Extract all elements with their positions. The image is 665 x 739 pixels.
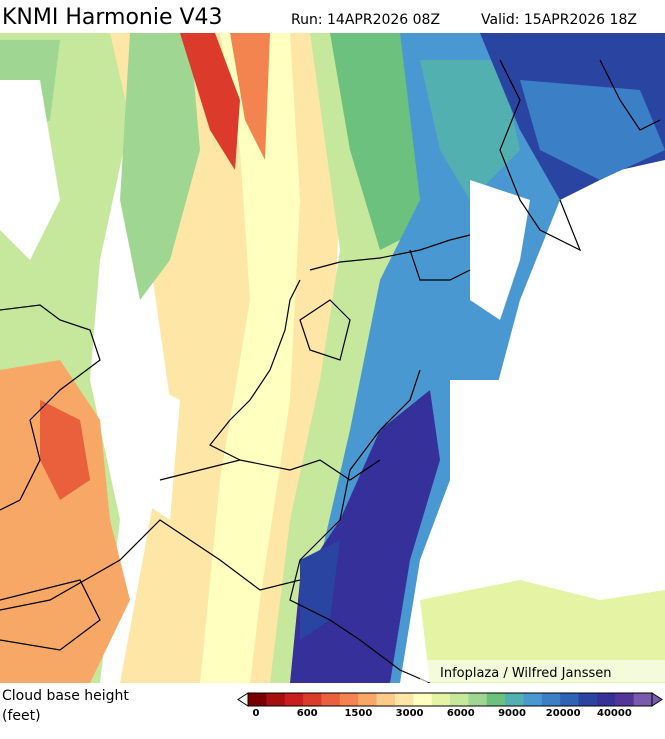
colorbar-segment: [339, 693, 359, 706]
colorbar-segment: [376, 693, 396, 706]
footer: [0, 683, 665, 735]
colorbar-segment: [394, 693, 414, 706]
colorbar-segment: [596, 693, 616, 706]
colorbar-tick-label: 9000: [498, 708, 526, 719]
map: [0, 33, 665, 684]
colorbar-segment: [486, 693, 506, 706]
legend-unit: (feet): [2, 708, 41, 724]
credit-bg: [420, 660, 665, 682]
colorbar-segment: [468, 693, 488, 706]
colorbar-tick-label: 600: [297, 708, 318, 719]
colorbar-tick-label: 0: [253, 708, 260, 719]
colorbar-segment: [431, 693, 451, 706]
colorbar-segment: [266, 693, 286, 706]
coastlines: [0, 59, 661, 684]
colorbar-tick-label: 1500: [344, 708, 372, 719]
credit: Infoplaza / Wilfred Janssen: [440, 666, 612, 681]
colorbar-segment: [413, 693, 433, 706]
colorbar-tick-label: 3000: [396, 708, 424, 719]
colorbar-tick-label: 40000: [597, 708, 632, 719]
colorbar-segment: [358, 693, 378, 706]
colorbar-frame: [247, 692, 653, 707]
colorbar-segment: [541, 693, 561, 706]
colorbar-segment: [560, 693, 580, 706]
colorbar-tick-label: 6000: [447, 708, 475, 719]
colorbar-segment: [578, 693, 598, 706]
colorbar-segment: [505, 693, 524, 706]
colorbar-segment: [303, 693, 322, 706]
colorbar-segment: [633, 693, 653, 706]
valid-time: Valid: 15APR2026 18Z: [481, 12, 637, 28]
colorbar-tick-label: 20000: [546, 708, 581, 719]
colorbar-segment: [523, 693, 543, 706]
colorbar-segment: [248, 693, 267, 706]
run-time: Run: 14APR2026 08Z: [291, 12, 440, 28]
legend-title: Cloud base height: [2, 688, 129, 704]
colorbar: 0 600 1500 3000 6000 9000 20000 40000: [237, 692, 663, 719]
colorbar-segment: [615, 693, 635, 706]
colorbar-segment: [450, 693, 469, 706]
colorbar-segment: [284, 693, 304, 706]
colorbar-segment: [321, 693, 341, 706]
title: KNMI Harmonie V43: [2, 5, 223, 30]
